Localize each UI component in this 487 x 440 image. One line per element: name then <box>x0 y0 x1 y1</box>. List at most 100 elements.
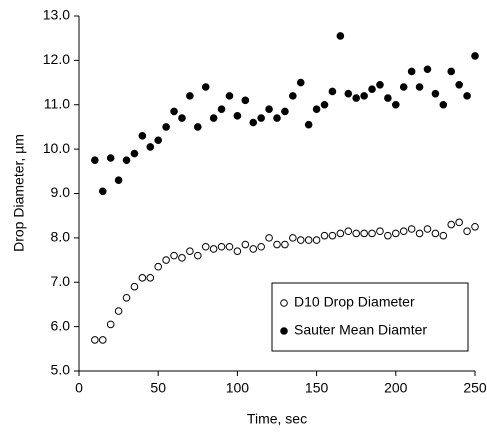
legend-label: D10 Drop Diameter <box>294 294 415 310</box>
data-point <box>431 89 440 98</box>
data-point <box>447 220 456 229</box>
x-tick-label: 100 <box>226 380 250 396</box>
y-tick-label: 12.0 <box>43 51 70 67</box>
data-point <box>98 187 107 196</box>
data-point <box>114 176 123 184</box>
data-point <box>368 229 376 238</box>
data-point <box>423 225 432 233</box>
y-tick-label: 6.0 <box>51 317 71 333</box>
data-point <box>447 67 456 76</box>
data-point <box>130 282 139 291</box>
data-point <box>91 336 99 344</box>
x-tick-label: 250 <box>463 380 487 396</box>
data-point <box>201 83 210 91</box>
data-point <box>114 307 123 315</box>
data-point <box>312 236 321 244</box>
x-tick-label: 0 <box>75 380 83 396</box>
data-point <box>312 105 321 113</box>
data-point <box>201 242 210 251</box>
data-point <box>328 87 337 96</box>
data-point <box>407 225 416 233</box>
data-point <box>352 94 361 102</box>
data-point <box>162 256 170 264</box>
data-point <box>360 229 368 238</box>
data-point <box>304 120 313 129</box>
data-point <box>146 274 155 282</box>
data-point <box>423 65 432 74</box>
data-point <box>289 234 297 242</box>
data-point <box>296 78 305 87</box>
data-point <box>384 231 392 240</box>
data-point <box>273 114 281 122</box>
data-point <box>368 85 376 94</box>
data-point <box>154 136 162 145</box>
data-point <box>106 320 115 329</box>
data-point <box>178 114 186 122</box>
data-point <box>296 236 305 244</box>
y-tick-label: 11.0 <box>44 95 70 111</box>
y-tick-label: 5.0 <box>51 362 71 378</box>
data-point <box>146 143 155 151</box>
data-point <box>344 89 353 98</box>
data-point <box>455 218 463 227</box>
legend-marker <box>280 327 288 335</box>
data-point <box>241 96 250 105</box>
x-tick-label: 200 <box>384 380 408 396</box>
data-point <box>415 83 424 91</box>
data-point <box>257 114 265 122</box>
data-point <box>352 229 361 238</box>
data-point <box>249 118 258 127</box>
data-point <box>241 240 250 249</box>
data-point <box>186 247 194 255</box>
data-point <box>376 227 384 236</box>
data-point <box>217 242 226 251</box>
data-point <box>273 240 281 249</box>
y-tick-label: 8.0 <box>51 229 71 245</box>
data-point <box>415 229 424 238</box>
data-point <box>106 154 115 162</box>
data-point <box>392 100 400 109</box>
data-point <box>471 222 479 231</box>
y-tick-label: 7.0 <box>51 273 71 289</box>
data-point <box>233 112 242 120</box>
data-point <box>209 114 218 122</box>
data-point <box>384 94 392 102</box>
data-point <box>399 227 408 236</box>
data-point <box>439 231 448 240</box>
data-point <box>170 251 178 260</box>
legend-marker <box>280 299 288 307</box>
data-point <box>249 245 258 253</box>
data-point <box>455 80 463 89</box>
data-point <box>360 92 368 100</box>
data-point <box>257 242 265 251</box>
data-point <box>130 149 139 158</box>
data-point <box>194 251 202 260</box>
data-point <box>320 231 329 240</box>
data-point <box>344 227 353 236</box>
x-tick-label: 50 <box>150 380 166 396</box>
y-tick-label: 9.0 <box>51 184 71 200</box>
data-point <box>91 156 99 165</box>
data-point <box>320 100 329 109</box>
data-point <box>138 132 147 140</box>
data-point <box>463 227 471 236</box>
data-point <box>289 92 297 100</box>
x-tick-label: 150 <box>305 380 329 396</box>
data-point <box>471 52 479 60</box>
legend-label: Sauter Mean Diamter <box>294 322 427 338</box>
data-point <box>392 229 400 238</box>
data-point <box>281 107 289 116</box>
data-point <box>178 254 186 262</box>
data-point <box>98 336 107 344</box>
data-point <box>463 92 471 100</box>
legend-box <box>271 282 469 352</box>
data-point <box>225 92 234 100</box>
data-point <box>170 107 178 116</box>
data-point <box>209 245 218 253</box>
data-point <box>439 100 448 109</box>
data-point <box>194 123 202 131</box>
data-point <box>122 156 131 165</box>
data-point <box>265 105 273 113</box>
data-point <box>217 105 226 113</box>
